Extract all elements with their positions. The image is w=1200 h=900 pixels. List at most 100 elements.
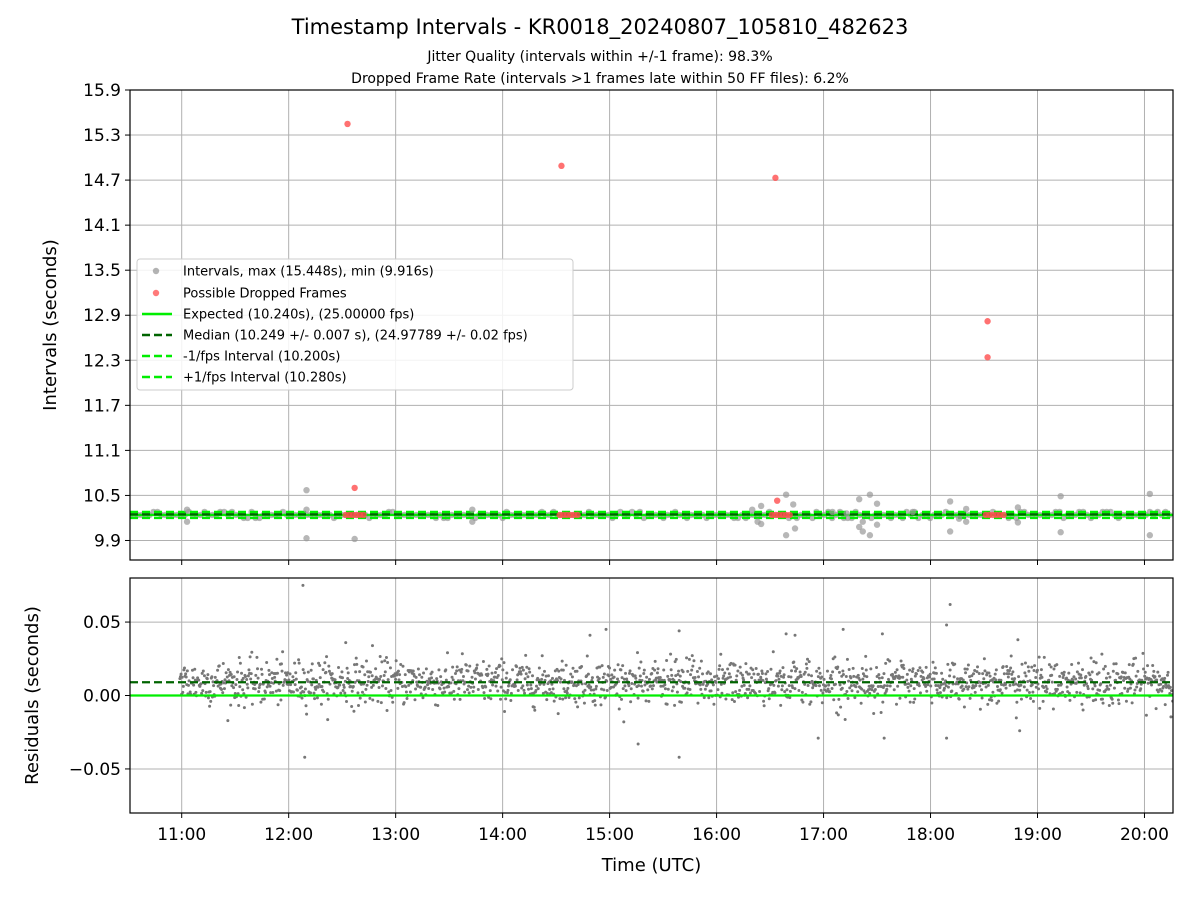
interval-point xyxy=(757,520,765,528)
residual-point xyxy=(420,675,424,679)
legend-label: Expected (10.240s), (25.00000 fps) xyxy=(183,308,414,323)
dropped-frame-point xyxy=(344,120,351,128)
residual-point xyxy=(742,678,746,682)
residual-point xyxy=(342,683,346,687)
residual-point xyxy=(870,688,874,692)
residual-point xyxy=(1067,691,1071,695)
residual-point xyxy=(847,679,851,683)
residual-point xyxy=(535,684,539,688)
residual-point xyxy=(549,691,553,695)
residual-point xyxy=(242,706,246,710)
residual-point xyxy=(831,670,835,674)
residual-point xyxy=(665,658,669,662)
residual-point xyxy=(516,688,520,692)
residual-point xyxy=(883,684,887,688)
residual-point xyxy=(430,676,434,680)
residual-point xyxy=(988,698,992,702)
residual-point xyxy=(217,664,221,668)
residual-point xyxy=(943,681,947,685)
residual-point xyxy=(764,677,768,681)
residual-point xyxy=(550,676,554,680)
residual-point xyxy=(321,668,325,672)
legend-label: Intervals, max (15.448s), min (9.916s) xyxy=(183,265,434,280)
residual-point xyxy=(250,650,254,654)
residual-point xyxy=(541,673,545,677)
residual-point xyxy=(914,672,918,676)
residual-point xyxy=(523,677,527,681)
residual-point xyxy=(817,684,821,688)
residual-point xyxy=(1163,703,1167,707)
residual-point xyxy=(201,689,205,693)
residual-point xyxy=(399,662,403,666)
residual-point xyxy=(258,682,262,686)
residual-point xyxy=(355,662,359,666)
legend-label: Median (10.249 +/- 0.007 s), (24.97789 +… xyxy=(183,329,528,344)
residual-point xyxy=(748,691,752,695)
residual-point xyxy=(377,686,381,690)
residual-point xyxy=(1026,679,1030,683)
chart-title: Timestamp Intervals - KR0018_20240807_10… xyxy=(291,15,909,39)
residual-point xyxy=(676,673,680,677)
residual-point xyxy=(245,678,249,682)
residual-point xyxy=(917,684,921,688)
residual-point xyxy=(689,673,693,677)
residual-point xyxy=(610,673,614,677)
residual-point xyxy=(665,702,669,706)
residual-point xyxy=(522,688,526,692)
x-tick-label: 18:00 xyxy=(906,825,955,845)
residual-point xyxy=(455,669,459,673)
residual-point xyxy=(452,689,456,693)
residual-point xyxy=(275,671,279,675)
residual-point xyxy=(451,665,455,669)
residual-point xyxy=(980,696,984,700)
residual-point xyxy=(845,657,849,661)
residual-point xyxy=(876,685,880,689)
interval-point xyxy=(782,491,790,498)
residual-point xyxy=(872,711,876,715)
residual-point xyxy=(447,685,451,689)
residual-point xyxy=(197,678,201,682)
residual-point xyxy=(826,687,830,691)
residual-point xyxy=(336,685,340,689)
legend-label: Possible Dropped Frames xyxy=(183,287,347,302)
residual-point xyxy=(993,672,997,676)
residual-point xyxy=(520,665,524,669)
interval-point xyxy=(1057,529,1064,536)
residual-point xyxy=(795,667,799,671)
residual-point xyxy=(256,667,260,671)
residual-point xyxy=(317,661,321,665)
residual-point xyxy=(349,684,353,688)
residual-point xyxy=(480,673,484,677)
residual-point xyxy=(505,671,509,675)
residual-point xyxy=(654,676,658,680)
residual-point xyxy=(738,665,742,669)
residual-point xyxy=(383,670,387,674)
residual-point xyxy=(1016,638,1020,642)
residual-point xyxy=(1015,688,1019,692)
residual-point xyxy=(980,688,984,692)
residual-point xyxy=(305,712,309,716)
residual-point xyxy=(301,583,305,587)
residual-point xyxy=(882,736,886,740)
residual-point xyxy=(1114,662,1118,666)
residual-point xyxy=(662,668,666,672)
residual-point xyxy=(663,683,667,687)
residual-point xyxy=(481,659,485,663)
residual-point xyxy=(275,657,279,661)
residual-point xyxy=(280,669,284,673)
residual-point xyxy=(962,705,966,709)
residual-point xyxy=(338,683,342,687)
residual-point xyxy=(461,675,465,679)
residual-point xyxy=(919,674,923,678)
residual-point xyxy=(294,671,298,675)
residual-point xyxy=(590,676,594,680)
residual-point xyxy=(808,702,812,706)
residual-point xyxy=(988,674,992,678)
residual-point xyxy=(719,652,723,656)
residual-point xyxy=(416,667,420,671)
residual-point xyxy=(1111,701,1115,705)
top-y-tick-label: 14.7 xyxy=(83,171,121,191)
residual-point xyxy=(894,674,898,678)
residual-point xyxy=(754,692,758,696)
